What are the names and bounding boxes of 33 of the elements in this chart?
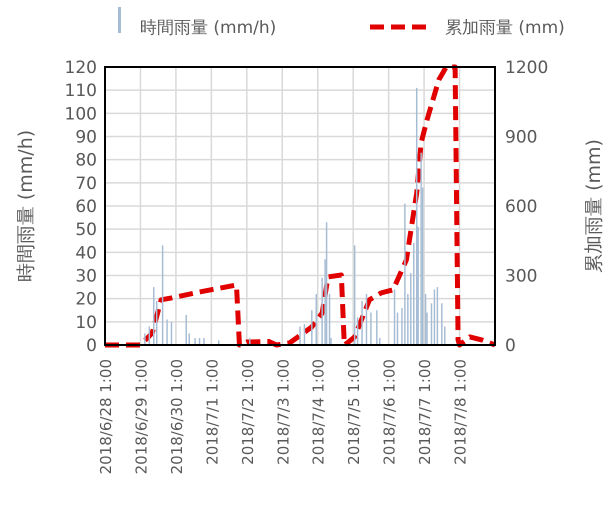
y-tick-label: 40 [75, 243, 97, 264]
y2-axis-title: 累加雨量 (mm) [583, 139, 605, 273]
y-tick-label: 70 [75, 174, 97, 194]
x-tick-label: 2018/6/30 1:00 [168, 359, 186, 474]
y-tick-label: 60 [75, 197, 97, 217]
x-tick-label: 2018/7/1 1:00 [203, 359, 222, 465]
y-tick-label: 50 [75, 220, 97, 240]
x-tick-label: 2018/7/3 1:00 [274, 359, 292, 465]
y-tick-label: 30 [75, 266, 97, 286]
legend-label: 累加雨量 (mm) [445, 18, 565, 38]
x-tick-label: 2018/7/5 1:00 [345, 359, 364, 465]
x-tick-label: 2018/7/6 1:00 [380, 359, 399, 465]
legend-label: 時間雨量 (mm/h) [140, 18, 276, 38]
y-tick-label: 110 [64, 81, 97, 102]
y-tick-label: 10 [75, 312, 97, 333]
y-tick-label: 20 [75, 290, 97, 310]
y2-tick-label: 900 [505, 128, 538, 148]
x-tick-label: 2018/6/28 1:00 [97, 359, 115, 474]
y-tick-label: 80 [75, 150, 97, 171]
y-tick-label: 0 [86, 336, 97, 356]
y2-tick-label: 0 [505, 336, 516, 356]
y2-tick-label: 300 [505, 266, 538, 286]
y2-tick-label: 1200 [505, 58, 548, 78]
x-tick-label: 2018/7/8 1:00 [452, 359, 470, 465]
y2-tick-label: 600 [505, 197, 538, 217]
x-tick-label: 2018/7/7 1:00 [416, 359, 434, 465]
x-tick-label: 2018/7/2 1:00 [238, 359, 257, 465]
x-tick-label: 2018/6/29 1:00 [132, 359, 150, 474]
y-axis-title: 時間雨量 (mm/h) [15, 130, 37, 282]
y-tick-label: 100 [64, 104, 97, 124]
y-tick-label: 90 [75, 128, 97, 148]
x-tick-label: 2018/7/4 1:00 [310, 359, 328, 465]
y-tick-label: 120 [64, 58, 97, 78]
